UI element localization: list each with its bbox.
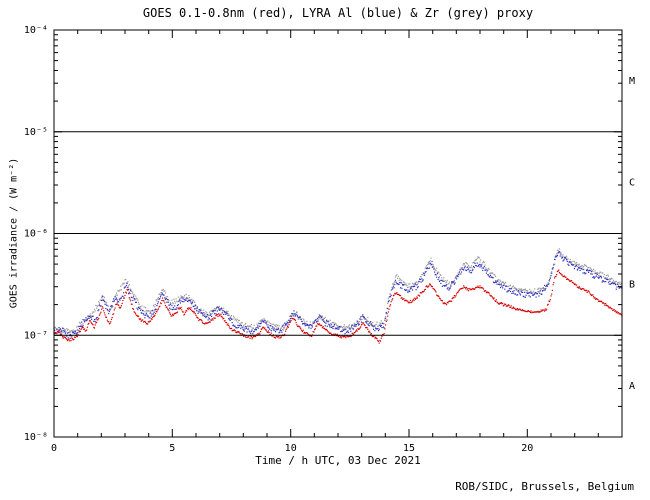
x-tick-label: 10: [285, 443, 297, 454]
y-tick-label: 10⁻⁸: [24, 432, 48, 443]
x-tick-label: 15: [403, 443, 415, 454]
y-tick-label: 10⁻⁵: [24, 127, 48, 138]
flare-class-label: C: [629, 178, 635, 189]
series-goes: [53, 269, 623, 344]
chart-title: GOES 0.1-0.8nm (red), LYRA Al (blue) & Z…: [142, 6, 534, 20]
flare-class-label: A: [629, 381, 635, 392]
y-tick-label: 10⁻⁷: [24, 330, 48, 341]
flare-class-label: B: [629, 279, 635, 290]
x-tick-label: 20: [521, 443, 533, 454]
y-tick-label: 10⁻⁴: [24, 25, 48, 36]
y-axis-title: GOES irradiance / (W m⁻²): [8, 157, 20, 309]
tick-labels: 0 5 10 15 20 10⁻⁴ 10⁻⁵ 10⁻⁶ 10⁻⁷ 10⁻⁸ M C B A: [24, 25, 635, 454]
credit-text: ROB/SIDC, Brussels, Belgium: [455, 480, 634, 493]
y-tick-label: 10⁻⁶: [24, 229, 48, 240]
x-axis-title: Time / h UTC, 03 Dec 2021: [255, 454, 421, 467]
x-tick-label: 5: [169, 443, 175, 454]
axes-frame: [53, 29, 623, 438]
flare-class-label: M: [629, 76, 635, 87]
x-tick-label: 0: [51, 443, 57, 454]
series-zr: [53, 248, 623, 334]
series-al: [53, 251, 623, 339]
